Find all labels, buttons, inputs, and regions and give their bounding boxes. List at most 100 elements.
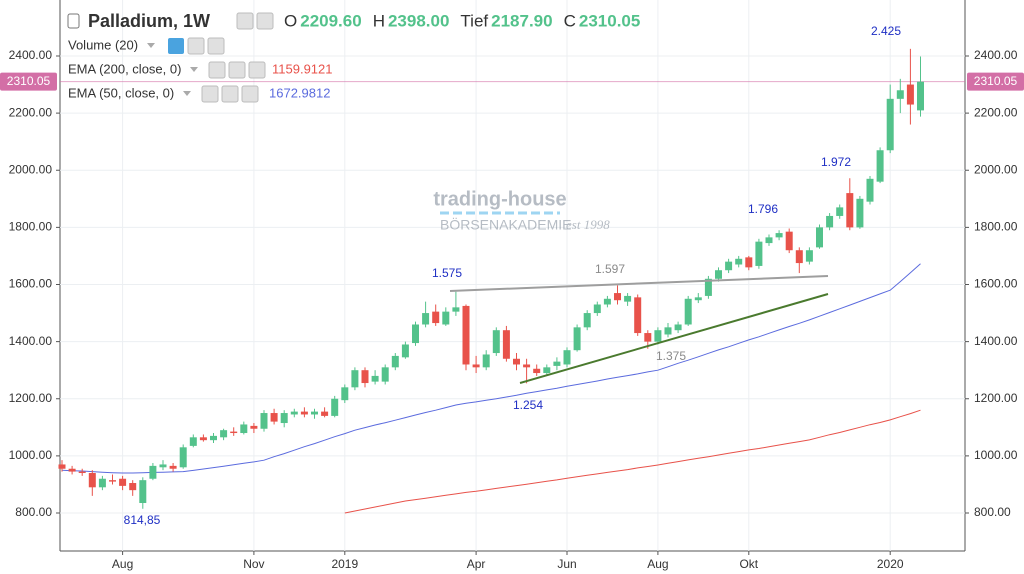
candle-body bbox=[715, 270, 722, 279]
candle-body bbox=[300, 411, 308, 415]
ema-line bbox=[61, 263, 921, 474]
candle-body bbox=[109, 480, 116, 482]
settings-icon[interactable] bbox=[221, 85, 239, 103]
x-tick-label: Okt bbox=[739, 557, 758, 571]
candle-body bbox=[674, 324, 682, 331]
x-tick-label: Apr bbox=[467, 557, 486, 571]
candle-body bbox=[826, 215, 834, 228]
ohlc-label: Tief bbox=[460, 11, 488, 30]
collapse-icon[interactable] bbox=[67, 13, 80, 29]
candle-body bbox=[159, 464, 167, 468]
y-tick-label: 1800.00 bbox=[974, 220, 1018, 234]
annotation: 814,85 bbox=[124, 513, 161, 527]
visibility-icon[interactable] bbox=[168, 38, 184, 54]
settings-icon[interactable] bbox=[228, 61, 246, 79]
candle-body bbox=[412, 324, 419, 344]
x-tick-label: Nov bbox=[243, 557, 264, 571]
dropdown-icon[interactable] bbox=[147, 43, 155, 48]
candle-body bbox=[78, 471, 86, 474]
indicator-value: 1672.9812 bbox=[269, 85, 330, 100]
x-tick-label: Jun bbox=[557, 557, 576, 571]
support-trendline bbox=[519, 293, 829, 384]
candle-body bbox=[896, 90, 904, 99]
indicator-value: 1159.9121 bbox=[272, 61, 333, 76]
candle-body bbox=[199, 437, 207, 441]
symbol-title: Palladium, 1W bbox=[88, 11, 210, 31]
remove-icon[interactable] bbox=[207, 37, 225, 55]
candle-body bbox=[341, 387, 349, 401]
ohlc-label: O bbox=[284, 11, 297, 30]
candle-body bbox=[502, 330, 510, 359]
ohlc-label: H bbox=[373, 11, 385, 30]
candle-body bbox=[442, 311, 450, 325]
candle-body bbox=[785, 231, 793, 251]
y-tick-label: 1000.00 bbox=[9, 448, 53, 462]
settings-icon[interactable] bbox=[256, 12, 274, 30]
candle-body bbox=[614, 293, 621, 301]
last-price-badge bbox=[0, 72, 57, 91]
remove-icon[interactable] bbox=[241, 85, 259, 103]
candle-body bbox=[119, 478, 127, 486]
y-tick-label: 2200.00 bbox=[974, 105, 1018, 119]
watermark-subtitle: BÖRSENAKADEMIE bbox=[440, 216, 571, 233]
candle-body bbox=[886, 98, 894, 151]
candle-body bbox=[816, 227, 823, 248]
watermark-title: trading-house bbox=[433, 188, 566, 210]
candle-body bbox=[472, 364, 480, 368]
candle-body bbox=[846, 193, 854, 228]
y-tick-label: 800.00 bbox=[974, 505, 1011, 519]
ohlc-value: 2209.60 bbox=[300, 11, 361, 30]
visibility-icon[interactable] bbox=[201, 85, 219, 103]
candle-body bbox=[755, 241, 763, 266]
candle-body bbox=[321, 411, 329, 416]
candle-body bbox=[452, 307, 460, 312]
candle-body bbox=[391, 355, 399, 368]
candle-body bbox=[644, 333, 652, 342]
candle-body bbox=[765, 237, 773, 244]
visibility-icon[interactable] bbox=[208, 61, 226, 79]
candle-body bbox=[553, 361, 561, 366]
candle-body bbox=[735, 258, 743, 265]
settings-icon[interactable] bbox=[187, 37, 205, 55]
candle-body bbox=[624, 295, 632, 302]
candle-body bbox=[906, 84, 914, 105]
x-tick-label: Aug bbox=[112, 557, 133, 571]
candle-body bbox=[836, 207, 844, 216]
candle-body bbox=[401, 344, 409, 358]
remove-icon[interactable] bbox=[248, 61, 266, 79]
candle-body bbox=[634, 297, 642, 334]
legend: Palladium, 1W O 2209.60 H 2398.00 Tief 2187.9… bbox=[67, 11, 640, 103]
y-tick-label: 1600.00 bbox=[9, 277, 53, 291]
candle-body bbox=[725, 261, 733, 271]
indicator-name: Volume (20) bbox=[68, 37, 138, 52]
candle-body bbox=[462, 305, 470, 365]
dropdown-icon[interactable] bbox=[190, 67, 198, 72]
candle-body bbox=[361, 370, 369, 384]
candle-body bbox=[371, 375, 379, 382]
candle-body bbox=[210, 435, 217, 441]
annotation: 1.972 bbox=[821, 155, 851, 169]
candle-body bbox=[917, 81, 924, 111]
candle-body bbox=[422, 313, 430, 325]
y-tick-label: 2200.00 bbox=[9, 105, 53, 119]
visibility-icon[interactable] bbox=[236, 12, 254, 30]
y-tick-label: 2000.00 bbox=[974, 162, 1018, 176]
candle-body bbox=[866, 178, 874, 202]
candle-body bbox=[805, 250, 813, 262]
y-tick-label: 1400.00 bbox=[974, 334, 1018, 348]
candle-body bbox=[694, 297, 702, 301]
last-price-badge bbox=[967, 72, 1024, 91]
candle-body bbox=[684, 298, 692, 325]
last-price-label: 2310.05 bbox=[974, 74, 1018, 88]
plot-area: 800.00 800.00 1000.00 1000.00 1200.00 1200.00… bbox=[9, 0, 1018, 571]
ohlc-values: O 2209.60 H 2398.00 Tief 2187.90 C 2310.05 bbox=[284, 11, 640, 30]
y-tick-label: 2400.00 bbox=[9, 48, 53, 62]
candle-body bbox=[593, 304, 601, 314]
candle-body bbox=[169, 465, 177, 469]
dropdown-icon[interactable] bbox=[183, 91, 191, 96]
annotation: 1.597 bbox=[595, 262, 625, 276]
candle-body bbox=[432, 311, 440, 324]
candle-body bbox=[88, 473, 96, 488]
candle-body bbox=[876, 150, 884, 182]
